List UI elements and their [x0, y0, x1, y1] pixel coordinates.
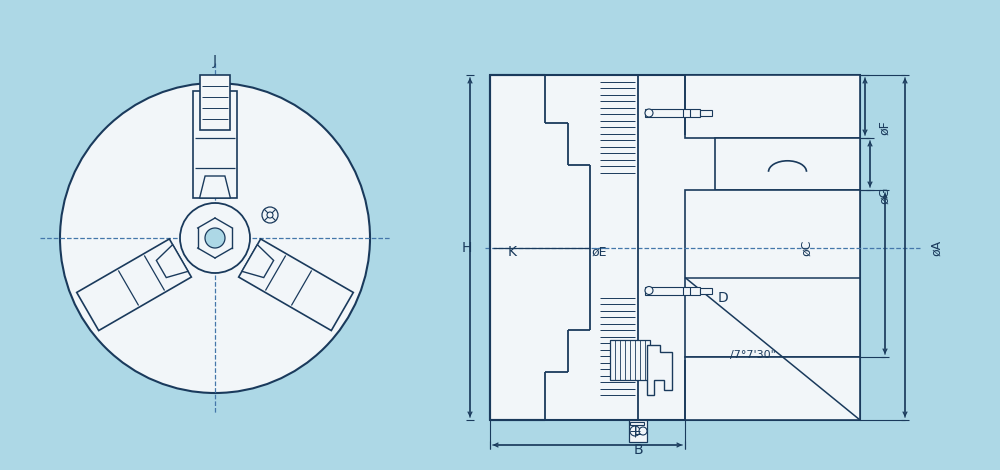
Circle shape — [639, 427, 647, 435]
Polygon shape — [200, 176, 230, 198]
Circle shape — [267, 212, 273, 218]
Text: B: B — [633, 443, 643, 457]
Text: øF: øF — [878, 121, 891, 135]
Text: /7°7'30": /7°7'30" — [730, 350, 776, 360]
Polygon shape — [156, 245, 188, 278]
Bar — [685, 190, 860, 357]
Text: øG: øG — [878, 186, 891, 204]
Text: K: K — [508, 245, 517, 259]
Circle shape — [262, 207, 278, 223]
Bar — [685, 357, 860, 420]
Text: L: L — [634, 425, 640, 438]
Bar — [700, 110, 712, 116]
Polygon shape — [242, 245, 274, 278]
Text: øC: øC — [800, 240, 813, 256]
Bar — [610, 340, 650, 380]
Polygon shape — [239, 239, 353, 330]
Bar — [490, 75, 860, 420]
Circle shape — [645, 109, 653, 117]
Circle shape — [205, 228, 225, 248]
Polygon shape — [647, 345, 672, 395]
Text: J: J — [213, 54, 217, 68]
Text: H: H — [462, 241, 472, 255]
Circle shape — [645, 287, 653, 295]
Bar — [645, 109, 700, 117]
Bar — [645, 287, 700, 295]
Bar — [629, 420, 647, 442]
Text: øE: øE — [592, 245, 608, 258]
Polygon shape — [77, 239, 191, 330]
Bar — [700, 288, 712, 293]
Bar — [200, 75, 230, 130]
Circle shape — [60, 83, 370, 393]
Circle shape — [630, 426, 640, 436]
Bar — [630, 422, 644, 425]
Polygon shape — [193, 91, 237, 198]
Text: D: D — [718, 291, 729, 305]
Circle shape — [180, 203, 250, 273]
Bar — [685, 75, 860, 138]
Bar — [715, 138, 860, 190]
Text: øA: øA — [930, 240, 943, 256]
